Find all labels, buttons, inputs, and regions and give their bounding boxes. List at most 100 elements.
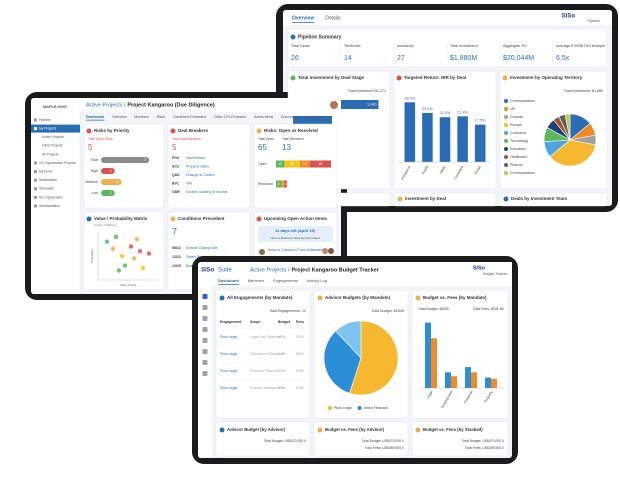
icon — [415, 427, 421, 433]
tab[interactable]: Dashboard — [218, 278, 239, 283]
point — [110, 246, 116, 251]
legend-label: Healthcare — [510, 155, 527, 159]
link: Pluto Legal — [220, 386, 237, 390]
pie-slice — [564, 113, 571, 141]
stat-value: $20,044M — [503, 55, 534, 62]
menu-item[interactable]: Notifications — [39, 178, 57, 182]
menu-item[interactable]: Active Projects — [42, 135, 64, 139]
link: Pluto Legal — [220, 352, 237, 356]
point — [104, 239, 110, 244]
bar — [471, 372, 477, 388]
legend-label: Pluto Legal — [334, 406, 352, 410]
tab[interactable]: Documents — [281, 115, 299, 119]
date: 12/15 — [172, 264, 181, 268]
legend-label: Canada — [510, 115, 523, 119]
legend-swatch — [504, 171, 508, 175]
tab[interactable]: Details — [325, 15, 341, 21]
avatar — [259, 249, 265, 255]
code: SCZ — [172, 164, 180, 168]
tab[interactable]: Other CPs Protected — [214, 115, 246, 119]
point — [128, 244, 134, 249]
card — [411, 421, 509, 457]
tab[interactable]: Dashboard — [86, 115, 104, 119]
card — [393, 192, 497, 207]
menu-icon — [34, 170, 37, 174]
column-header: Budget — [278, 320, 291, 324]
pie-slice — [549, 139, 596, 167]
legend-swatch — [504, 155, 508, 159]
card — [215, 289, 311, 419]
menu-item[interactable]: My Organization — [39, 195, 63, 199]
tab[interactable]: Engagements — [273, 278, 298, 283]
label: Risks by Priority — [94, 128, 130, 133]
avatar — [322, 248, 328, 254]
tab[interactable]: Conditions Precedent — [173, 115, 206, 119]
menu-item[interactable]: Pipeline — [39, 118, 51, 122]
column-header: Engagement — [220, 320, 242, 324]
tab[interactable]: Overview — [292, 15, 314, 21]
menu-item[interactable]: My Projects — [39, 126, 57, 130]
legend-label: UK — [510, 107, 516, 111]
tab[interactable]: Members — [134, 115, 149, 119]
link[interactable]: Setup of Common LP and Subsidiaries — [268, 248, 325, 252]
strip-icon — [202, 327, 208, 332]
label: Total Budget: US$470,000.0 — [462, 439, 505, 443]
menu-icon — [34, 118, 37, 122]
link[interactable]: Property Sales — [186, 164, 209, 168]
stat-label: Total Investment — [450, 44, 479, 48]
legend-swatch — [504, 163, 508, 167]
cell: Financial Diligence — [250, 369, 279, 373]
stat-label: Territories — [344, 44, 361, 48]
link[interactable]: Data Breach — [186, 156, 206, 160]
tab[interactable]: Activity Log — [307, 278, 327, 283]
label: Total Budget: US$470,000.0 — [362, 439, 405, 443]
label: Total Fees: US$359,500.0 — [365, 446, 404, 450]
tab[interactable]: Members — [248, 278, 265, 283]
tab[interactable]: Action Items — [254, 115, 274, 119]
code: QAS — [172, 173, 180, 177]
tab[interactable]: Overview — [112, 115, 127, 119]
big-number: 5 — [88, 143, 93, 152]
menu-item[interactable]: All Projects — [42, 152, 59, 156]
menu-item[interactable]: My Items — [39, 169, 53, 173]
strip-icon — [202, 294, 208, 299]
link[interactable]: Change of Control — [186, 173, 215, 177]
y-tick-label: Total — [91, 158, 99, 162]
label: Total Budget: US$470,000.0 — [264, 439, 307, 443]
strip-icon — [202, 305, 208, 310]
bar — [439, 117, 451, 162]
menu-icon — [34, 187, 37, 191]
label: Deals by Investment Team — [511, 196, 567, 201]
link[interactable]: Execute Closing Date — [186, 246, 218, 250]
axis-label: Probability — [90, 249, 94, 264]
label: Advisor Budget (by Advisor) — [227, 427, 286, 432]
label: Total Investment by Deal Stage — [298, 75, 365, 80]
logo: SISo — [201, 268, 215, 274]
bar — [422, 112, 433, 162]
menu-item[interactable]: Other Projects — [42, 144, 63, 148]
value-label: 21.0% — [440, 111, 451, 115]
link[interactable]: VAT — [186, 181, 193, 185]
link[interactable]: Double counting of income — [186, 190, 227, 194]
stat-value: 27 — [397, 55, 405, 62]
label: Total Open Risks — [88, 137, 113, 141]
label: Total Deal Breakers — [172, 137, 201, 141]
point — [137, 249, 143, 254]
legend-label: Communication — [510, 99, 535, 103]
menu-item[interactable]: US Organization Projects — [39, 161, 76, 165]
pie-slice — [349, 320, 399, 396]
icon — [170, 128, 176, 134]
card — [215, 421, 311, 457]
icon — [317, 295, 323, 301]
point — [113, 234, 119, 239]
menu-item[interactable]: Administration — [39, 204, 60, 208]
tab[interactable]: Activity Log — [306, 115, 324, 119]
legend-label: Zebra Financial — [364, 406, 388, 410]
value-label: 7 — [144, 158, 146, 162]
legend-swatch — [504, 99, 508, 103]
stat-value: 26 — [291, 55, 299, 62]
menu-item[interactable]: Templates — [39, 187, 54, 191]
value-label: 2 — [110, 169, 112, 173]
tab[interactable]: Risks — [157, 115, 166, 119]
